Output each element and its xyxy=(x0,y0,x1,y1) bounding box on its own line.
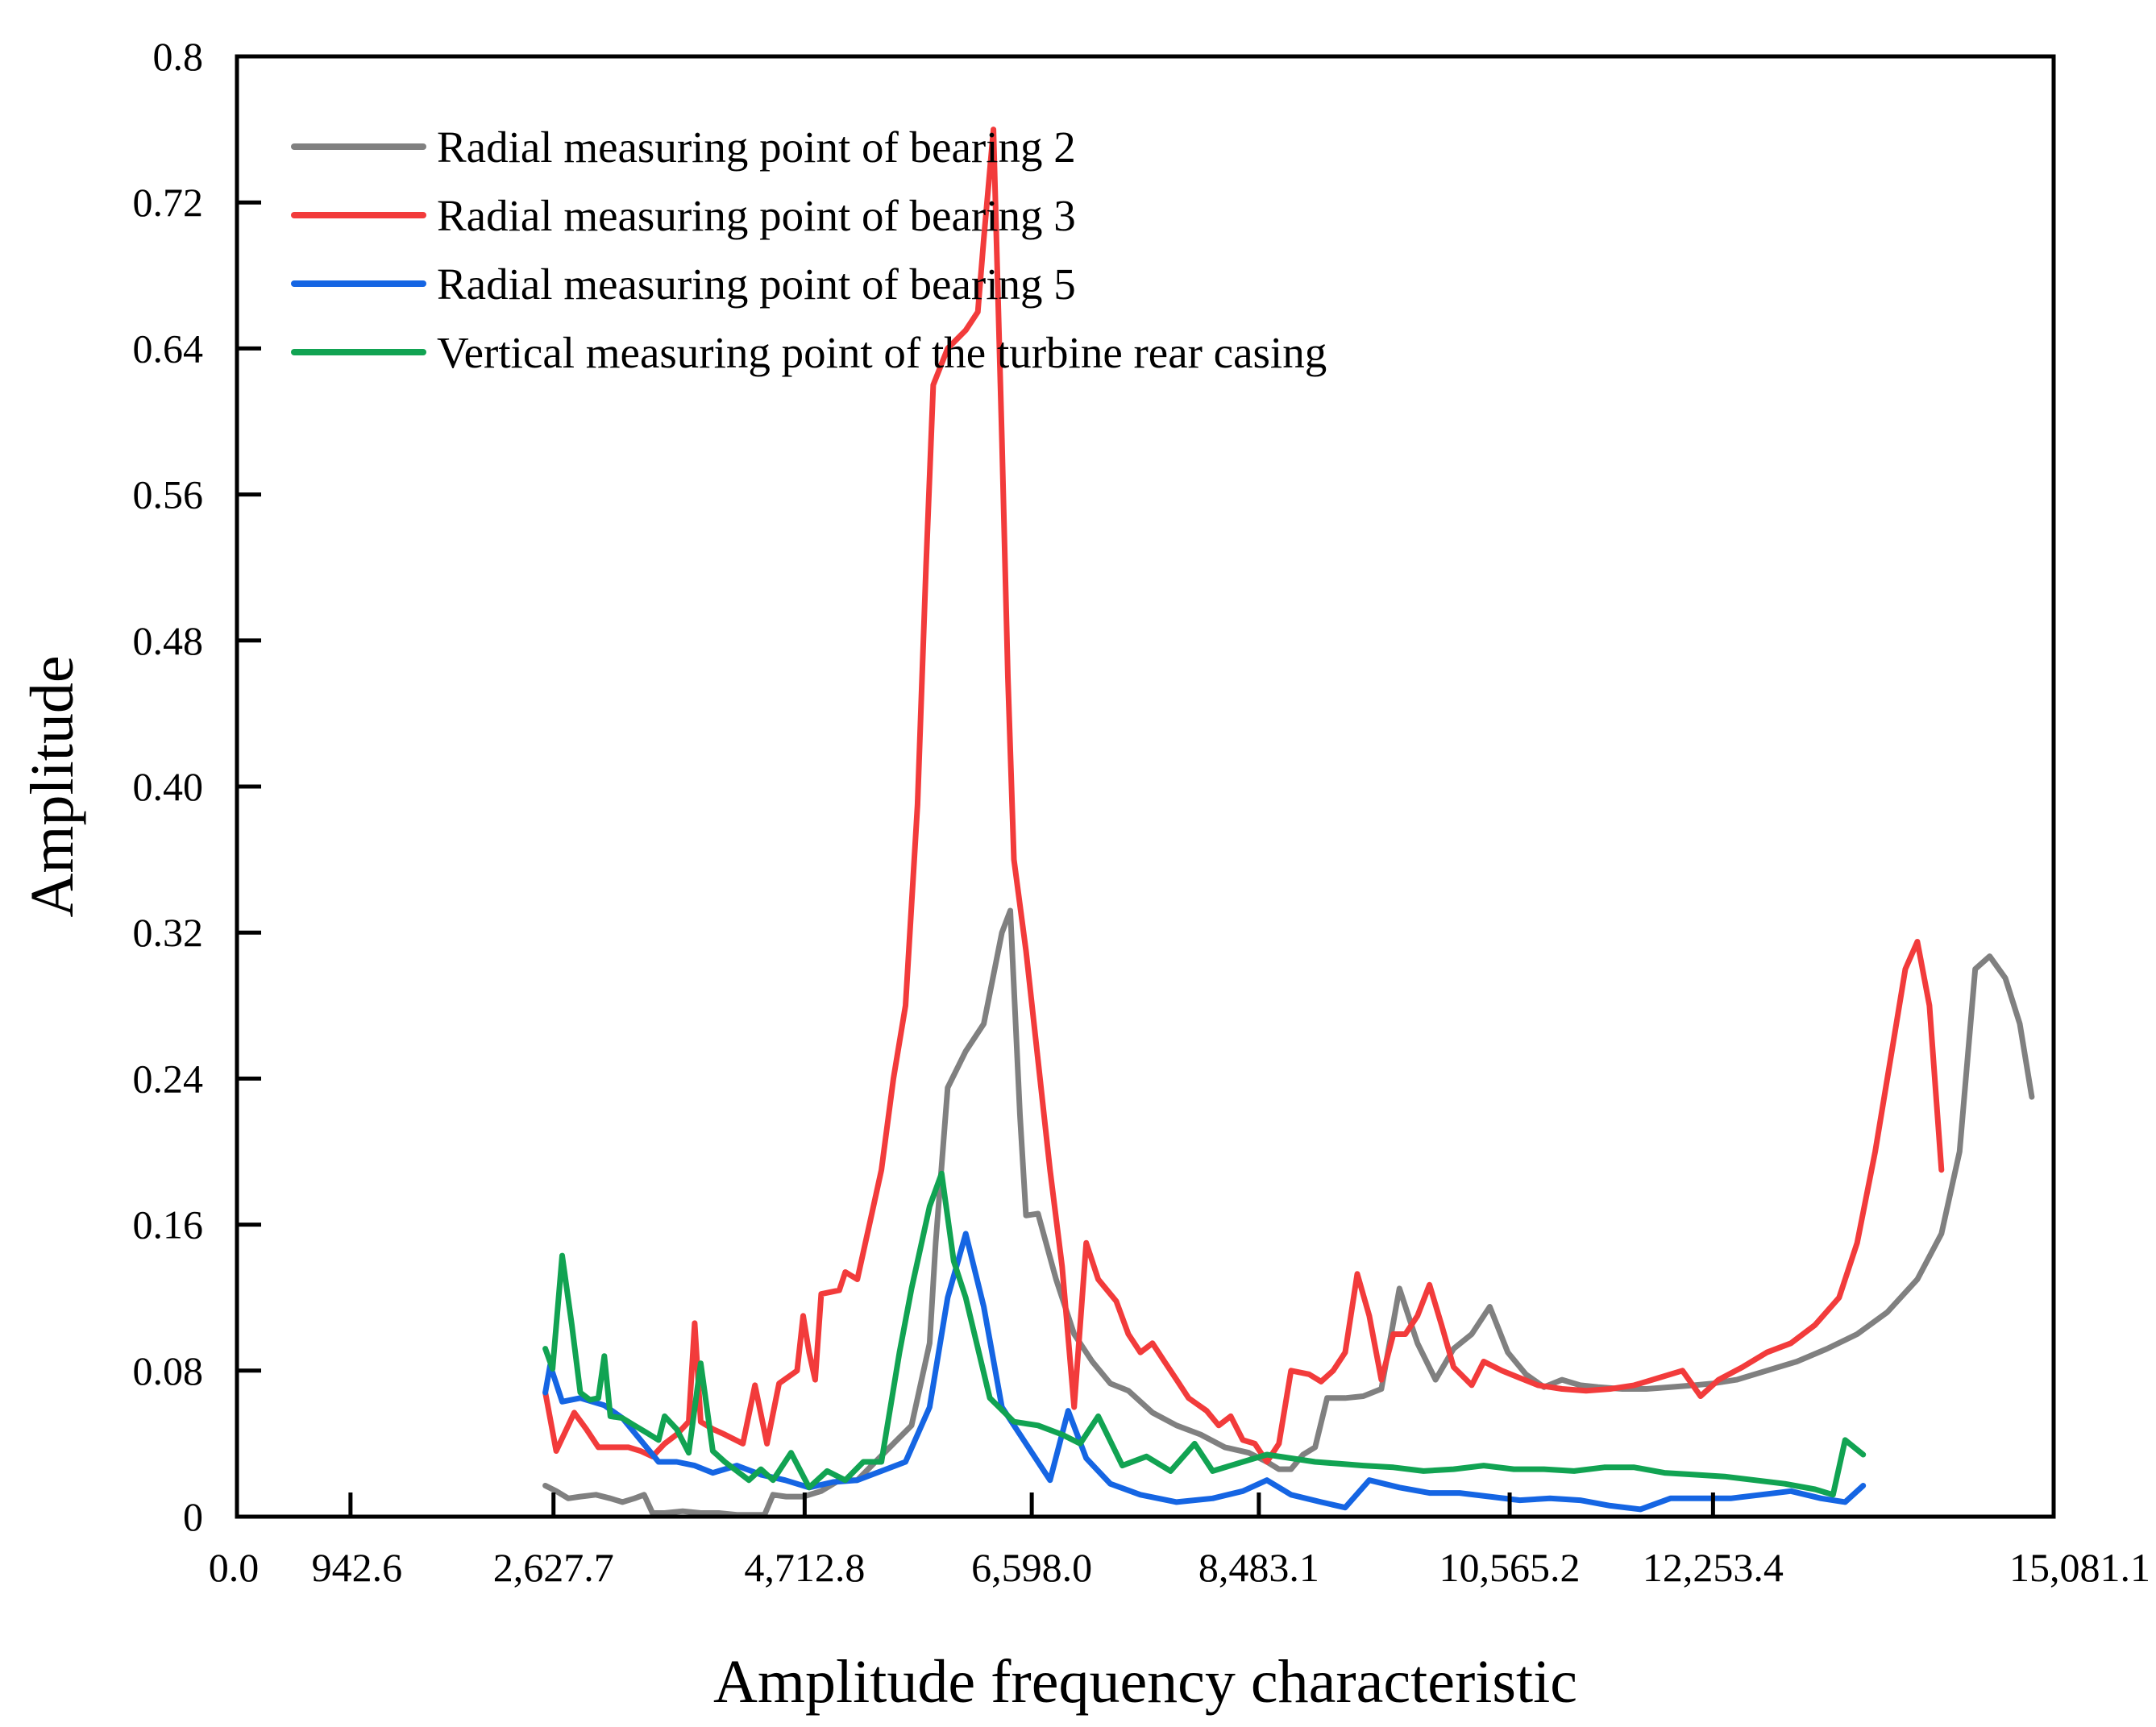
x-tick-label: 8,483.1 xyxy=(1198,1545,1319,1590)
legend-label-2: Radial measuring point of bearing 3 xyxy=(437,191,1076,240)
y-tick-label: 0.32 xyxy=(133,910,204,955)
y-tick-label: 0.08 xyxy=(133,1348,204,1393)
x-axis-ticks: 0.0 942.6 2,627.7 4,712.8 6,598.0 8,483.1 10,5… xyxy=(209,1492,2150,1590)
series-line-2 xyxy=(542,127,1945,1465)
series-line-4 xyxy=(542,1170,1867,1498)
y-axis-ticks: 0 0.08 0.16 0.24 0.32 0.40 0.48 0.56 0.64 0.72 0.8 xyxy=(133,34,261,1539)
y-tick-label: 0.40 xyxy=(133,764,204,809)
legend-label-3: Radial measuring point of bearing 5 xyxy=(437,259,1076,309)
x-tick-label: 10,565.2 xyxy=(1439,1545,1581,1590)
y-tick-label: 0.48 xyxy=(133,618,204,663)
y-tick-label: 0.16 xyxy=(133,1202,204,1248)
y-tick-label: 0.24 xyxy=(133,1056,204,1101)
y-tick-label: 0.72 xyxy=(133,180,204,225)
y-axis-title: Amplitude xyxy=(19,655,86,917)
x-tick-label: 6,598.0 xyxy=(971,1545,1092,1590)
y-tick-label: 0.64 xyxy=(133,326,204,371)
x-tick-label: 12,253.4 xyxy=(1643,1545,1784,1590)
y-tick-label: 0.8 xyxy=(153,34,204,79)
x-tick-label: 0.0 xyxy=(209,1545,260,1590)
plot-frame xyxy=(235,54,2056,1519)
legend-label-1: Radial measuring point of bearing 2 xyxy=(437,122,1076,172)
x-axis-title: Amplitude frequency characteristic xyxy=(713,1648,1577,1716)
x-tick-label: 15,081.1 xyxy=(2009,1545,2150,1590)
y-tick-label: 0 xyxy=(183,1494,203,1539)
x-tick-label: 4,712.8 xyxy=(744,1545,865,1590)
series-line-3 xyxy=(542,1231,1867,1513)
y-tick-label: 0.56 xyxy=(133,472,204,517)
x-tick-label: 2,627.7 xyxy=(493,1545,614,1590)
x-tick-label: 942.6 xyxy=(312,1545,403,1590)
legend: Radial measuring point of bearing 2 Radia… xyxy=(291,122,1327,377)
legend-label-4: Vertical measuring point of the turbine … xyxy=(437,328,1327,377)
